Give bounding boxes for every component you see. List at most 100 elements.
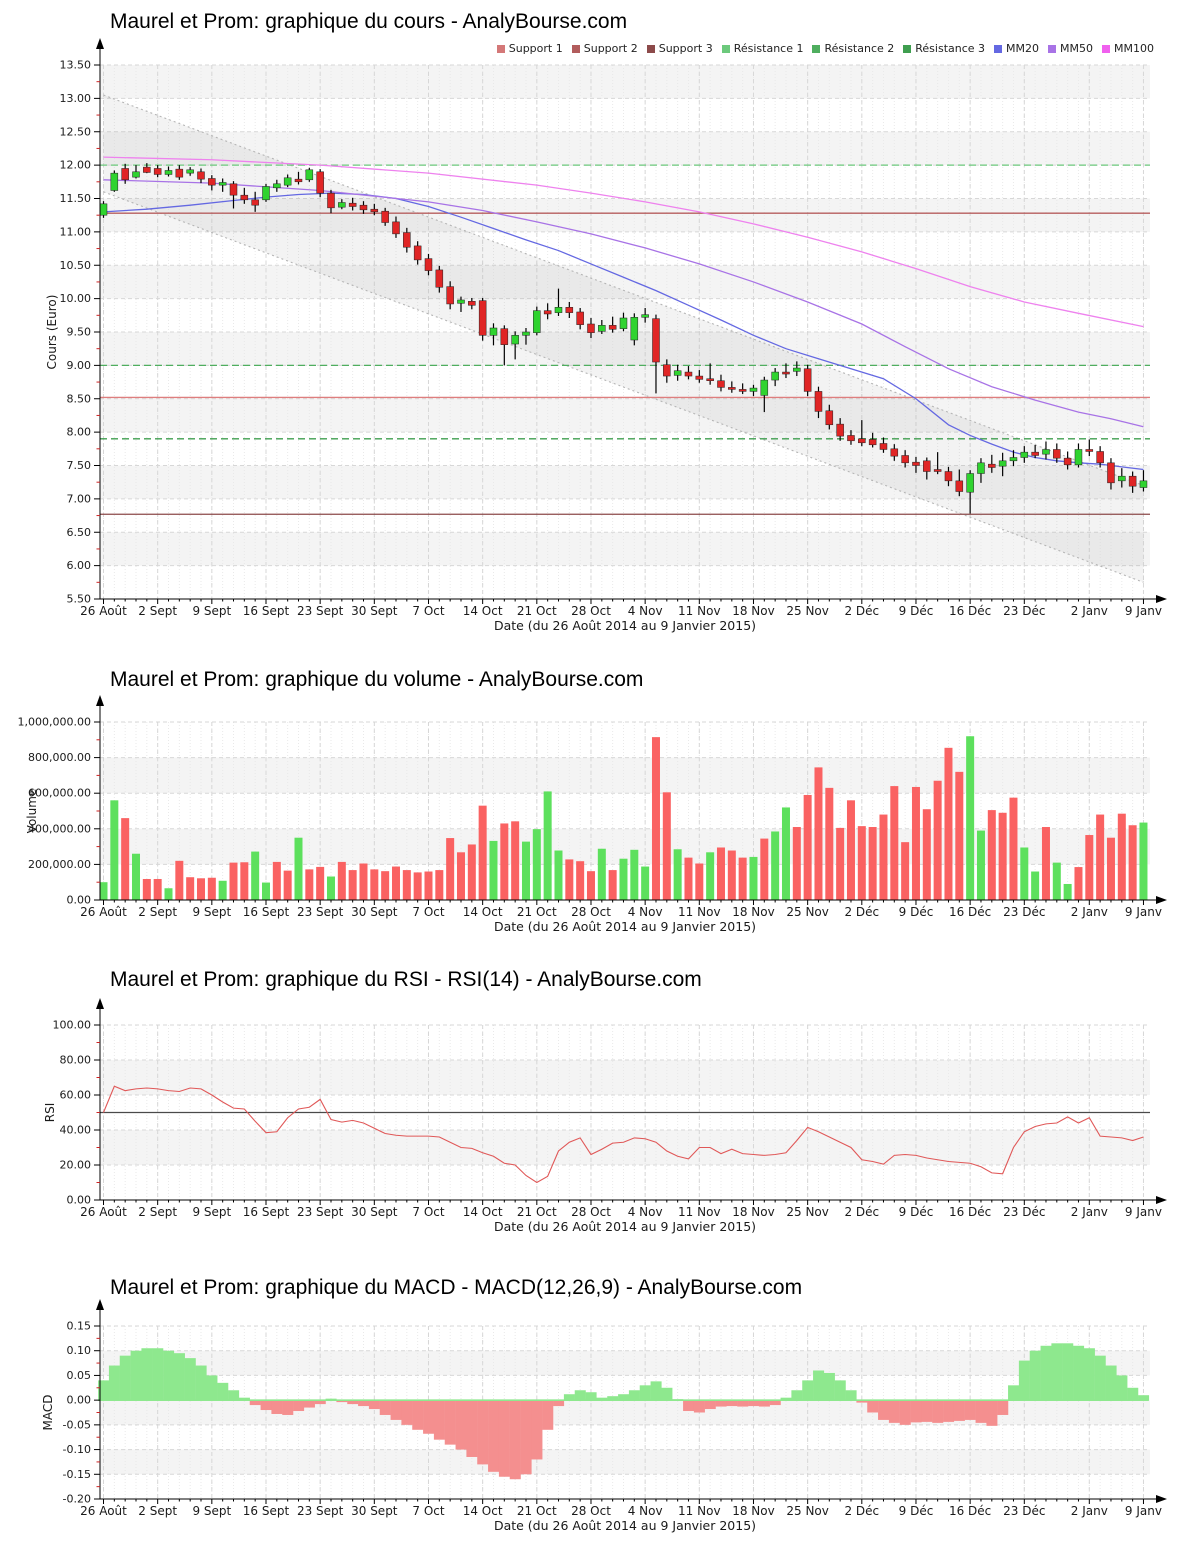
svg-text:9 Janv: 9 Janv xyxy=(1125,1205,1162,1219)
svg-text:Volume: Volume xyxy=(25,789,39,834)
svg-text:13.00: 13.00 xyxy=(60,92,92,105)
svg-text:2 Sept: 2 Sept xyxy=(138,1205,177,1219)
svg-text:2 Déc: 2 Déc xyxy=(844,604,879,618)
svg-text:6.00: 6.00 xyxy=(67,559,92,572)
svg-text:16 Sept: 16 Sept xyxy=(243,1504,290,1518)
svg-text:23 Sept: 23 Sept xyxy=(297,905,344,919)
svg-text:23 Déc: 23 Déc xyxy=(1003,1205,1045,1219)
legend-item: MM50 xyxy=(1048,42,1093,55)
volume-chart: 0.00 200,000.00 400,000.00 600,000.00 800,00… xyxy=(18,695,1167,934)
svg-text:16 Déc: 16 Déc xyxy=(949,905,991,919)
svg-text:Date (du 26 Août 2014 au 9 Jan: Date (du 26 Août 2014 au 9 Janvier 2015) xyxy=(494,919,756,934)
svg-text:9 Déc: 9 Déc xyxy=(899,604,934,618)
svg-text:20.00: 20.00 xyxy=(60,1159,92,1172)
svg-text:Date (du 26 Août 2014 au 9 Jan: Date (du 26 Août 2014 au 9 Janvier 2015) xyxy=(494,1518,756,1533)
svg-text:11.00: 11.00 xyxy=(60,225,92,238)
svg-text:25 Nov: 25 Nov xyxy=(786,1205,829,1219)
svg-text:5.50: 5.50 xyxy=(67,593,92,606)
svg-text:9 Janv: 9 Janv xyxy=(1125,604,1162,618)
svg-text:2 Déc: 2 Déc xyxy=(844,1504,879,1518)
svg-text:25 Nov: 25 Nov xyxy=(786,905,829,919)
svg-text:0.10: 0.10 xyxy=(67,1344,92,1357)
svg-text:30 Sept: 30 Sept xyxy=(351,1205,398,1219)
legend-label: Support 3 xyxy=(658,42,713,55)
legend-item: Support 3 xyxy=(646,42,713,55)
svg-text:600,000.00: 600,000.00 xyxy=(28,787,91,800)
legend-item: MM100 xyxy=(1102,42,1154,55)
svg-text:9 Janv: 9 Janv xyxy=(1125,905,1162,919)
svg-text:9 Déc: 9 Déc xyxy=(899,905,934,919)
svg-text:4 Nov: 4 Nov xyxy=(628,1205,663,1219)
legend-label: Résistance 2 xyxy=(824,42,895,55)
rsi-chart-title: Maurel et Prom: graphique du RSI - RSI(1… xyxy=(110,968,702,991)
svg-text:2 Janv: 2 Janv xyxy=(1071,905,1108,919)
svg-text:23 Déc: 23 Déc xyxy=(1003,604,1045,618)
legend-label: Résistance 3 xyxy=(915,42,986,55)
svg-text:23 Déc: 23 Déc xyxy=(1003,1504,1045,1518)
legend-swatch xyxy=(646,44,655,53)
svg-text:10.00: 10.00 xyxy=(60,292,92,305)
rsi-chart: 0.00 20.00 40.00 60.00 80.00 100.00 26 Août 2 S… xyxy=(43,998,1167,1234)
svg-text:2 Janv: 2 Janv xyxy=(1071,1205,1108,1219)
svg-text:16 Déc: 16 Déc xyxy=(949,604,991,618)
svg-text:14 Oct: 14 Oct xyxy=(463,1205,503,1219)
legend-swatch xyxy=(1102,44,1111,53)
svg-text:30 Sept: 30 Sept xyxy=(351,604,398,618)
svg-text:9 Sept: 9 Sept xyxy=(192,604,231,618)
svg-text:7 Oct: 7 Oct xyxy=(412,1205,444,1219)
legend-swatch xyxy=(496,44,505,53)
svg-text:Date (du 26 Août 2014 au 9 Jan: Date (du 26 Août 2014 au 9 Janvier 2015) xyxy=(494,618,756,633)
svg-text:1,000,000.00: 1,000,000.00 xyxy=(18,716,91,729)
svg-text:6.50: 6.50 xyxy=(67,526,92,539)
svg-text:2 Déc: 2 Déc xyxy=(844,905,879,919)
svg-text:9.50: 9.50 xyxy=(67,326,92,339)
legend-swatch xyxy=(812,44,821,53)
svg-text:80.00: 80.00 xyxy=(60,1054,92,1067)
svg-text:0.00: 0.00 xyxy=(67,1394,92,1407)
svg-text:400,000.00: 400,000.00 xyxy=(28,822,91,835)
svg-text:800,000.00: 800,000.00 xyxy=(28,751,91,764)
svg-text:14 Oct: 14 Oct xyxy=(463,905,503,919)
legend-swatch xyxy=(994,44,1003,53)
legend-item: Support 1 xyxy=(496,42,563,55)
svg-text:11 Nov: 11 Nov xyxy=(678,1205,721,1219)
svg-text:2 Déc: 2 Déc xyxy=(844,1205,879,1219)
price-chart-legend: Support 1 Support 2 Support 3 Résistance 1 R… xyxy=(496,42,1154,55)
svg-text:2 Sept: 2 Sept xyxy=(138,905,177,919)
svg-text:14 Oct: 14 Oct xyxy=(463,604,503,618)
volume-chart-title: Maurel et Prom: graphique du volume - An… xyxy=(110,668,644,691)
svg-text:Cours (Euro): Cours (Euro) xyxy=(45,295,59,370)
svg-text:8.50: 8.50 xyxy=(67,392,92,405)
legend-label: Résistance 1 xyxy=(733,42,804,55)
svg-text:7 Oct: 7 Oct xyxy=(412,604,444,618)
svg-text:Date (du 26 Août 2014 au 9 Jan: Date (du 26 Août 2014 au 9 Janvier 2015) xyxy=(494,1219,756,1234)
svg-text:0.00: 0.00 xyxy=(67,894,92,907)
svg-text:40.00: 40.00 xyxy=(60,1124,92,1137)
svg-text:0.15: 0.15 xyxy=(67,1320,92,1333)
svg-text:11 Nov: 11 Nov xyxy=(678,905,721,919)
svg-text:18 Nov: 18 Nov xyxy=(732,1205,775,1219)
svg-text:-0.10: -0.10 xyxy=(63,1443,91,1456)
svg-text:-0.05: -0.05 xyxy=(63,1418,91,1431)
svg-text:9 Sept: 9 Sept xyxy=(192,905,231,919)
svg-text:12.00: 12.00 xyxy=(60,159,92,172)
svg-text:16 Sept: 16 Sept xyxy=(243,604,290,618)
svg-text:9 Déc: 9 Déc xyxy=(899,1504,934,1518)
legend-label: MM100 xyxy=(1114,42,1154,55)
svg-text:28 Oct: 28 Oct xyxy=(571,1205,611,1219)
svg-text:4 Nov: 4 Nov xyxy=(628,905,663,919)
svg-text:9 Janv: 9 Janv xyxy=(1125,1504,1162,1518)
svg-text:16 Sept: 16 Sept xyxy=(243,1205,290,1219)
svg-text:2 Janv: 2 Janv xyxy=(1071,1504,1108,1518)
legend-swatch xyxy=(903,44,912,53)
svg-text:11.50: 11.50 xyxy=(60,192,92,205)
svg-text:21 Oct: 21 Oct xyxy=(517,905,557,919)
svg-text:9 Sept: 9 Sept xyxy=(192,1504,231,1518)
svg-text:23 Sept: 23 Sept xyxy=(297,1205,344,1219)
svg-text:16 Sept: 16 Sept xyxy=(243,905,290,919)
legend-item: Résistance 2 xyxy=(812,42,894,55)
svg-text:16 Déc: 16 Déc xyxy=(949,1205,991,1219)
svg-text:7.50: 7.50 xyxy=(67,459,92,472)
svg-text:8.00: 8.00 xyxy=(67,426,92,439)
